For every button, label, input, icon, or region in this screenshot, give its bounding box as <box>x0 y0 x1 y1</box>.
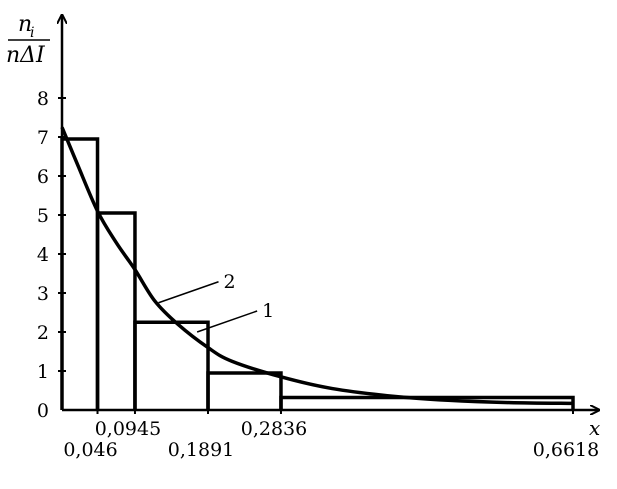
y-tick-label: 8 <box>37 88 49 110</box>
y-axis-label: n i nΔI <box>6 12 50 68</box>
y-axis-label-denominator: nΔI <box>6 43 46 68</box>
y-tick-label: 1 <box>37 361 49 383</box>
annotation-label-2: 2 <box>224 271 236 293</box>
x-axis-label: x <box>589 416 600 440</box>
histogram-bar-4 <box>206 371 283 410</box>
y-tick-label: 7 <box>37 127 49 149</box>
density-curve-layer <box>60 126 574 406</box>
annotations: 12 <box>158 271 274 333</box>
x-tick-label: 0,046 <box>63 439 117 461</box>
y-tick-label: 3 <box>37 283 49 305</box>
annotation-leader-1 <box>196 310 258 333</box>
x-tick-label: 0,2836 <box>241 418 307 440</box>
x-tick-label: 0,1891 <box>168 439 234 461</box>
histogram-bar-2 <box>95 211 137 410</box>
y-tick-label: 2 <box>37 322 49 344</box>
y-axis-label-numerator: n <box>18 12 32 37</box>
histogram-bar-3 <box>133 320 210 410</box>
annotation-label-1: 1 <box>262 300 274 322</box>
x-tick-label: 0,0945 <box>95 418 161 440</box>
x-tick-label: 0,6618 <box>533 439 599 461</box>
y-ticks: 0 1 2 3 4 5 6 7 8 <box>37 88 66 422</box>
y-tick-label: 0 <box>37 400 49 422</box>
y-tick-label: 6 <box>37 166 49 188</box>
y-tick-label: 5 <box>37 205 49 227</box>
y-tick-label: 4 <box>37 244 49 266</box>
histogram-bar-1 <box>60 137 100 410</box>
annotation-leader-2 <box>158 281 219 304</box>
y-axis-label-subscript: i <box>30 25 34 41</box>
density-curve <box>60 126 574 406</box>
